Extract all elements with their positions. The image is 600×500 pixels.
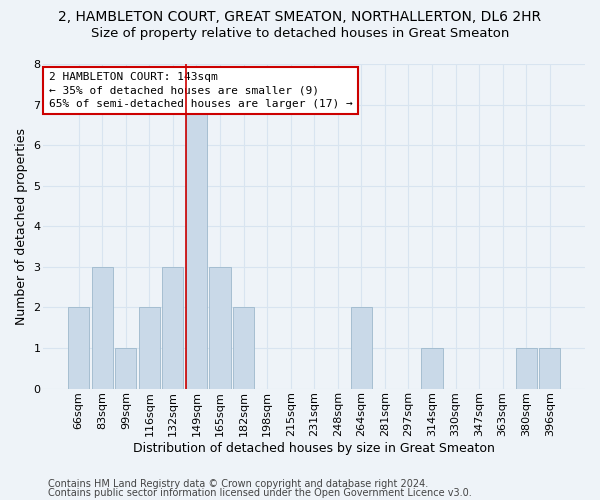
Bar xyxy=(351,308,372,388)
Bar xyxy=(92,267,113,388)
Text: 2 HAMBLETON COURT: 143sqm
← 35% of detached houses are smaller (9)
65% of semi-d: 2 HAMBLETON COURT: 143sqm ← 35% of detac… xyxy=(49,72,353,108)
Bar xyxy=(186,104,207,389)
Bar xyxy=(515,348,537,389)
Bar xyxy=(68,308,89,388)
X-axis label: Distribution of detached houses by size in Great Smeaton: Distribution of detached houses by size … xyxy=(133,442,495,455)
Bar xyxy=(421,348,443,389)
Text: Contains public sector information licensed under the Open Government Licence v3: Contains public sector information licen… xyxy=(48,488,472,498)
Bar xyxy=(539,348,560,389)
Bar xyxy=(209,267,230,388)
Text: 2, HAMBLETON COURT, GREAT SMEATON, NORTHALLERTON, DL6 2HR: 2, HAMBLETON COURT, GREAT SMEATON, NORTH… xyxy=(58,10,542,24)
Bar xyxy=(115,348,136,389)
Bar xyxy=(233,308,254,388)
Y-axis label: Number of detached properties: Number of detached properties xyxy=(15,128,28,325)
Bar xyxy=(162,267,184,388)
Bar xyxy=(139,308,160,388)
Text: Contains HM Land Registry data © Crown copyright and database right 2024.: Contains HM Land Registry data © Crown c… xyxy=(48,479,428,489)
Text: Size of property relative to detached houses in Great Smeaton: Size of property relative to detached ho… xyxy=(91,28,509,40)
